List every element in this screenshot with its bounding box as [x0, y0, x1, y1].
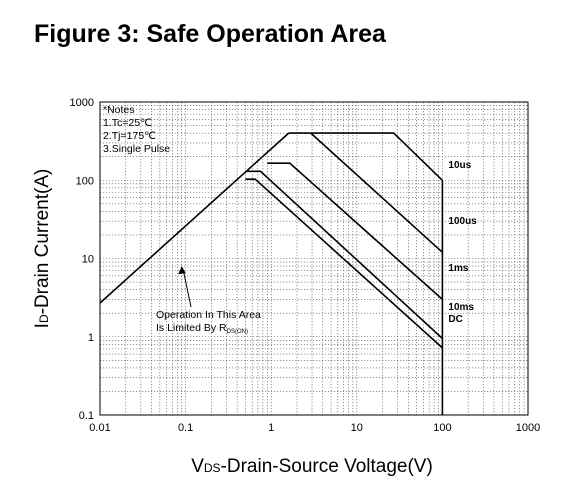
soa-curve-1ms: [267, 162, 443, 300]
y-tick-label: 1000: [70, 97, 94, 109]
y-axis-ticks: 0.1 1 10 100 1000: [70, 97, 94, 422]
soa-curve-10ms: [245, 170, 443, 340]
plot-frame: [99, 101, 529, 416]
x-tick-label: 0.01: [89, 422, 110, 434]
x-axis-label: VDS-Drain-Source Voltage(V): [191, 456, 433, 477]
y-axis-label: ID-Drain Current(A): [32, 169, 53, 329]
note-line: 3.Single Pulse: [103, 143, 170, 155]
annotation-subscript: DS(ON): [227, 329, 248, 335]
y-tick-label: 0.1: [79, 410, 94, 422]
note-line: 2.Tj=175℃: [103, 130, 156, 142]
x-tick-label: 1000: [516, 422, 540, 434]
x-tick-label: 1: [268, 422, 274, 434]
x-tick-label: 100: [433, 422, 451, 434]
soa-curve-dc: [245, 178, 443, 349]
curve-label-dc: DC: [448, 314, 462, 325]
x-tick-label: 10: [351, 422, 363, 434]
y-tick-label: 10: [82, 254, 94, 266]
curve-label-1ms: 1ms: [448, 263, 468, 274]
axis-labels: VDS-Drain-Source Voltage(V) ID-Drain Curr…: [32, 169, 433, 477]
curve-label-10us: 10us: [448, 160, 471, 171]
annotation-arrow-shaft: [183, 271, 192, 308]
soa-curve-100us: [310, 132, 443, 253]
soa-curve-10us: [288, 132, 444, 415]
annotation-arrowhead: [178, 266, 186, 275]
x-tick-label: 0.1: [178, 422, 193, 434]
x-axis-ticks: 0.01 0.1 1 10 100 1000: [89, 422, 540, 434]
annotation-line: Operation In This Area: [156, 309, 261, 321]
rdson-limit-line: [99, 132, 290, 304]
y-tick-label: 100: [76, 175, 94, 187]
note-line: 1.Tc=25℃: [103, 117, 152, 129]
annotation-line: Is Limited By RDS(ON): [156, 322, 248, 335]
y-tick-label: 1: [88, 332, 94, 344]
figure-title: Figure 3: Safe Operation Area: [34, 20, 386, 48]
curve-label-100us: 100us: [448, 216, 477, 227]
curve-label-10ms: 10ms: [448, 302, 474, 313]
note-line: *Notes: [103, 104, 135, 116]
